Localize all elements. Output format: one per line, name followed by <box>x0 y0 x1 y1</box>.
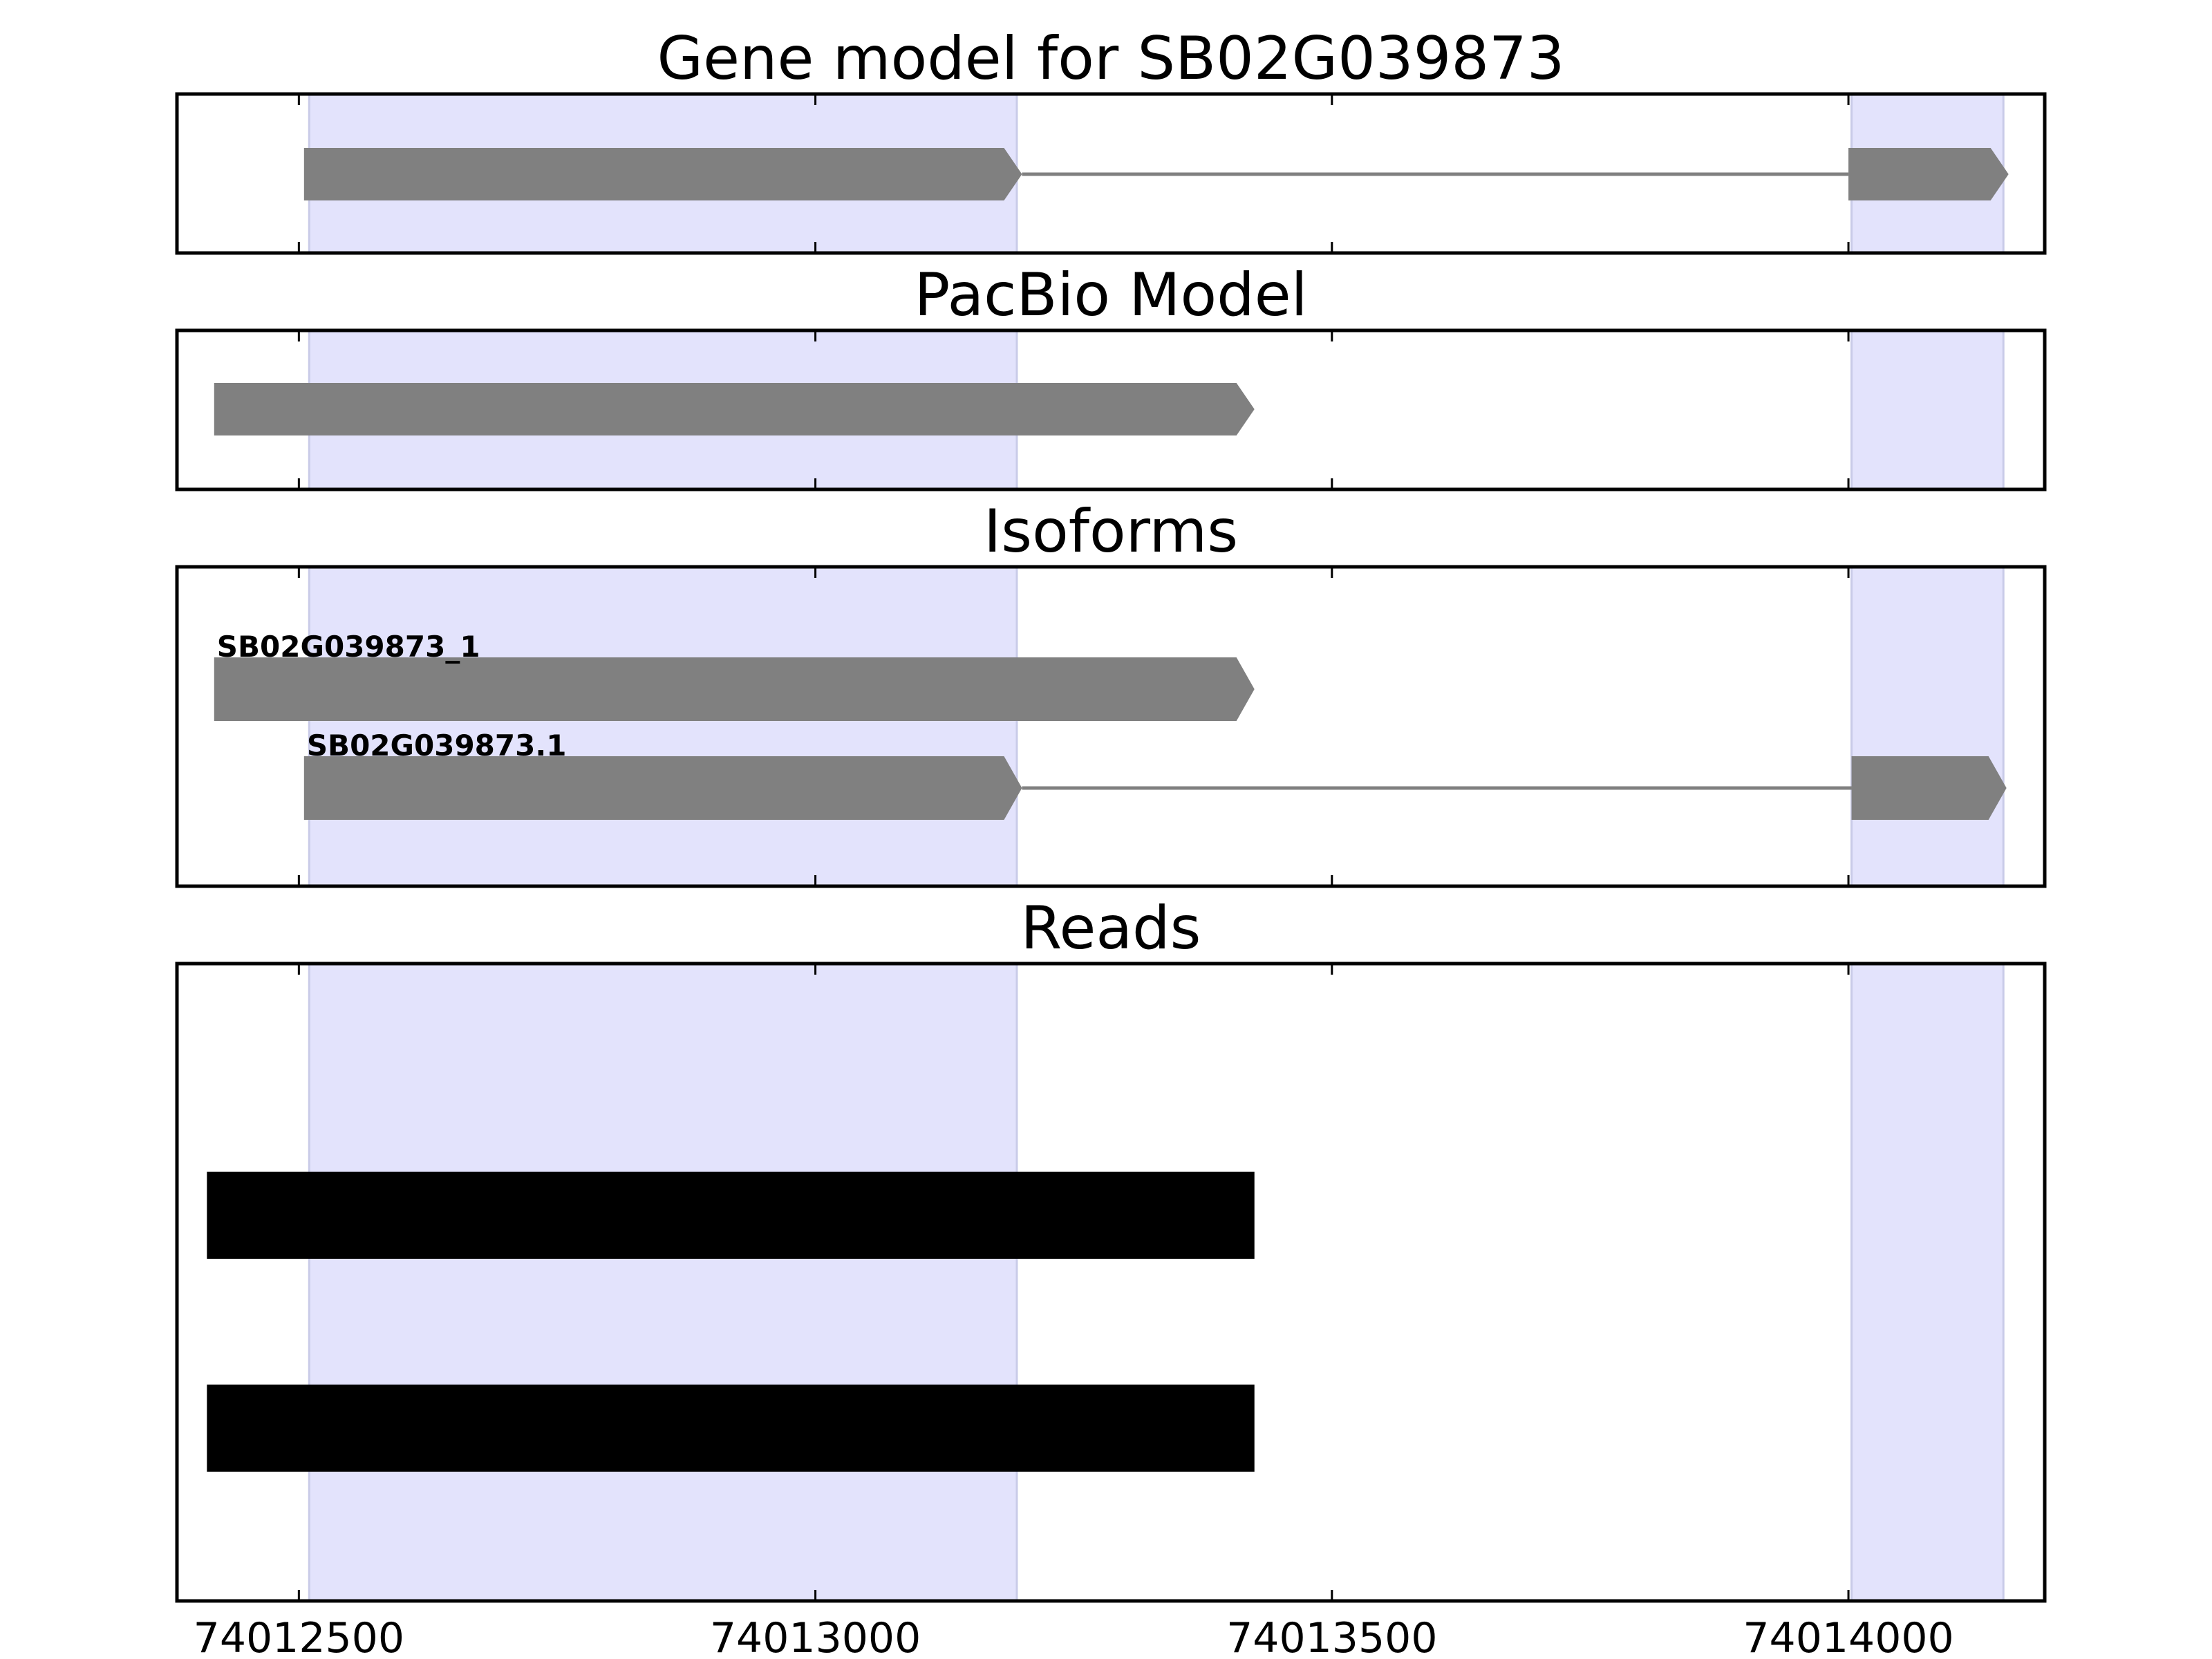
panel-title-isoforms: Isoforms <box>984 497 1238 566</box>
panel-title-reads: Reads <box>1021 894 1201 963</box>
read-bar <box>207 1385 1255 1472</box>
panel-frame <box>175 962 2047 1603</box>
panel-frame <box>175 92 2047 255</box>
panel-title-gene-model: Gene model for SB02G039873 <box>657 24 1565 93</box>
isoform-label: SB02G039873_1 <box>217 630 480 664</box>
x-tick-label: 74013000 <box>710 1614 921 1659</box>
highlight-region-1 <box>1850 565 2005 888</box>
exon-block <box>303 148 1022 200</box>
isoform-label: SB02G039873.1 <box>307 729 567 762</box>
panel-title-pacbio-model: PacBio Model <box>914 261 1307 330</box>
panel-reads: Reads <box>175 894 2047 1603</box>
highlight-region-1 <box>1850 329 2005 491</box>
panel-pacbio-model: PacBio Model <box>175 261 2047 491</box>
exon-block <box>214 383 1255 435</box>
exon-block <box>1848 148 2009 200</box>
highlight-region-0 <box>308 962 1018 1602</box>
x-tick-label: 74013500 <box>1226 1614 1437 1659</box>
exon-block <box>214 657 1255 721</box>
x-tick-label: 74012500 <box>194 1614 404 1659</box>
x-tick-label: 74014000 <box>1743 1614 1953 1659</box>
panel-isoforms: SB02G039873_1 SB02G039873.1 Isoforms <box>175 497 2047 888</box>
panel-gene-model: Gene model for SB02G039873 <box>175 24 2047 255</box>
exon-block <box>1851 756 2007 820</box>
highlight-region-1 <box>1850 962 2005 1602</box>
read-bar <box>207 1172 1255 1259</box>
x-tick-labels: 74012500 74013000 74013500 74014000 <box>194 1614 1954 1659</box>
highlight-region-0 <box>308 565 1018 888</box>
panel-frame <box>175 565 2047 888</box>
panel-frame <box>175 328 2047 491</box>
exon-block <box>303 756 1022 820</box>
